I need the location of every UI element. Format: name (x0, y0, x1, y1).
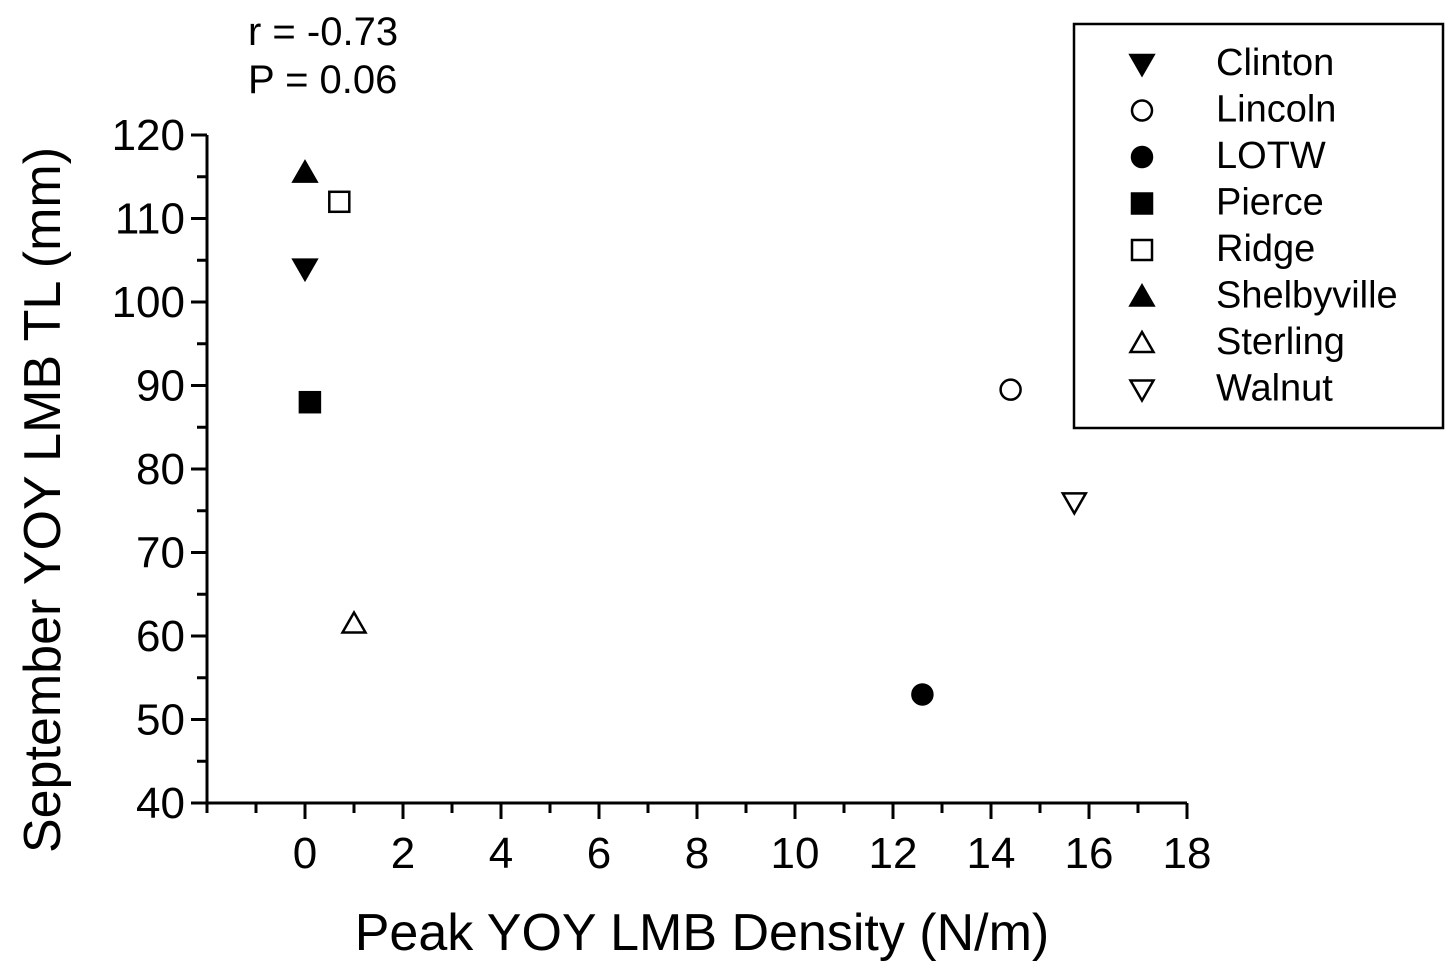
legend-label-sterling: Sterling (1216, 321, 1345, 363)
legend-marker-walnut (1128, 379, 1156, 404)
data-point-ridge (328, 190, 351, 214)
legend-label-walnut: Walnut (1216, 368, 1333, 410)
y-tick-label: 40 (136, 779, 185, 828)
data-points (291, 159, 1088, 706)
legend-marker-clinton (1128, 53, 1156, 78)
x-tick-label: 16 (1065, 829, 1114, 878)
x-tick-label: 10 (771, 829, 820, 878)
legend-marker-shelbyville (1128, 282, 1156, 307)
legend-marker-ridge (1130, 238, 1154, 262)
y-tick-label: 80 (136, 445, 185, 494)
x-tick-label: 4 (489, 829, 513, 878)
x-axis-title: Peak YOY LMB Density (N/m) (355, 904, 1050, 961)
data-point-pierce (298, 390, 322, 414)
y-tick-label: 100 (112, 278, 185, 327)
legend-label-pierce: Pierce (1216, 182, 1324, 224)
legend-label-shelbyville: Shelbyville (1216, 275, 1398, 317)
data-point-lincoln (999, 378, 1022, 401)
legend-label-clinton: Clinton (1216, 42, 1334, 84)
y-tick-label: 120 (112, 111, 185, 160)
legend-marker-lincoln (1130, 99, 1154, 122)
x-tick-label: 18 (1163, 829, 1212, 878)
legend-marker-pierce (1130, 192, 1154, 215)
legend-marker-lotw (1130, 145, 1154, 169)
y-tick-label: 50 (136, 696, 185, 745)
x-tick-label: 2 (391, 829, 415, 878)
data-point-sterling (340, 609, 368, 634)
x-tick-label: 8 (685, 829, 709, 878)
x-tick-label: 14 (967, 829, 1016, 878)
y-tick-label: 70 (136, 529, 185, 578)
x-tick-label: 6 (587, 829, 611, 878)
legend-marker-sterling (1128, 329, 1156, 354)
correlation-annotation: r = -0.73 (248, 10, 398, 54)
y-tick-label: 110 (115, 195, 185, 244)
legend-label-lincoln: Lincoln (1216, 89, 1336, 131)
legend-label-lotw: LOTW (1216, 135, 1326, 177)
legend-label-ridge: Ridge (1216, 228, 1315, 270)
p-value-annotation: P = 0.06 (248, 58, 397, 102)
data-point-lotw (911, 683, 934, 706)
data-point-shelbyville (291, 159, 319, 183)
data-point-clinton (291, 258, 319, 283)
x-tick-label: 12 (869, 829, 918, 878)
y-axis-title: September YOY LMB TL (mm) (14, 147, 72, 853)
data-point-walnut (1060, 492, 1088, 516)
x-tick-label: 0 (293, 829, 317, 878)
axes: 0 2 4 6 8 10 12 14 16 18 40 50 60 70 80 90 100 110 120 (112, 111, 1212, 878)
y-tick-label: 60 (136, 612, 185, 661)
y-tick-label: 90 (136, 362, 185, 411)
legend-box (1072, 22, 1445, 430)
